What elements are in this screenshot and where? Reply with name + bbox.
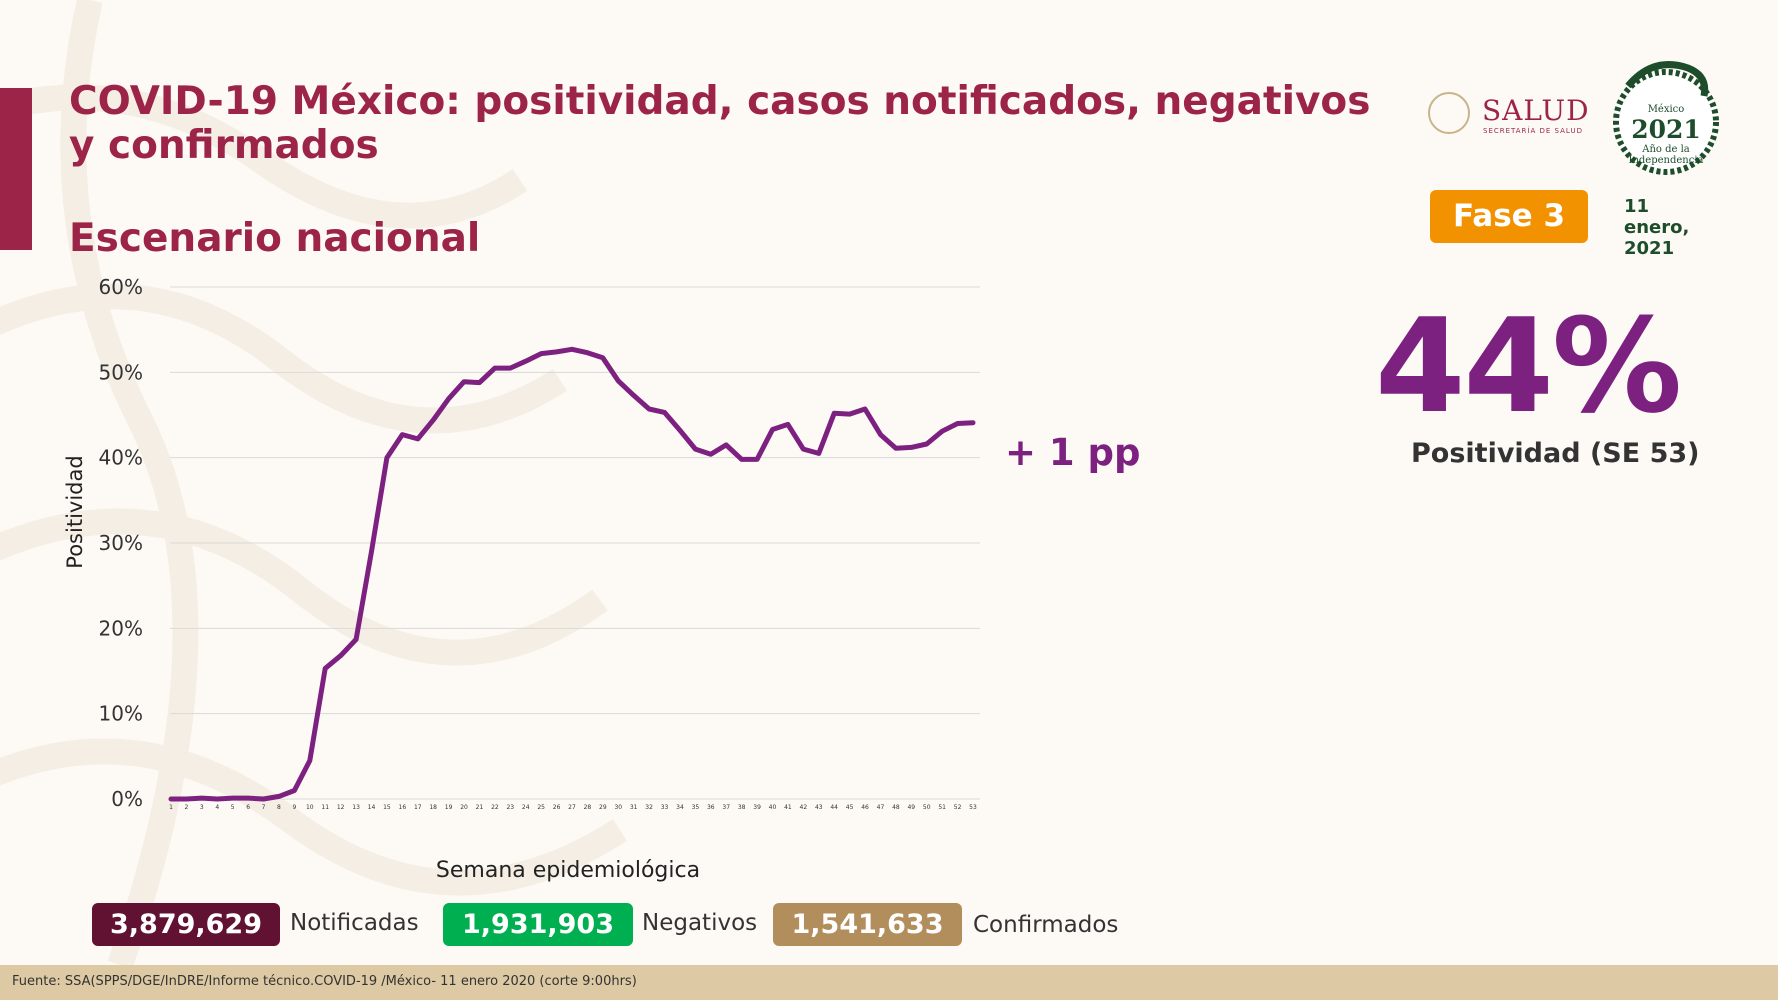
x-tick-label: 34 — [676, 804, 684, 811]
x-tick-label: 50 — [923, 804, 931, 811]
y-tick-label: 50% — [99, 360, 143, 384]
x-tick-label: 53 — [969, 804, 977, 811]
notificadas-label: Notificadas — [290, 910, 419, 936]
x-tick-label: 32 — [645, 804, 653, 811]
emblem-text: México 2021 Año de la Independencia — [1612, 104, 1720, 166]
x-tick-label: 45 — [846, 804, 854, 811]
x-tick-label: 5 — [231, 804, 235, 811]
x-tick-label: 26 — [553, 804, 561, 811]
x-tick-label: 31 — [630, 804, 638, 811]
x-tick-label: 18 — [429, 804, 437, 811]
x-tick-label: 11 — [321, 804, 329, 811]
x-tick-label: 28 — [584, 804, 592, 811]
x-tick-label: 2 — [185, 804, 189, 811]
x-tick-label: 8 — [277, 804, 281, 811]
x-tick-label: 30 — [614, 804, 622, 811]
x-tick-label: 14 — [368, 804, 376, 811]
x-tick-label: 13 — [352, 804, 360, 811]
x-tick-label: 3 — [200, 804, 204, 811]
x-tick-label: 46 — [861, 804, 869, 811]
y-tick-label: 20% — [99, 616, 143, 640]
page-subtitle: Escenario nacional — [69, 216, 481, 261]
x-tick-label: 35 — [692, 804, 700, 811]
x-tick-label: 12 — [337, 804, 345, 811]
page-title: COVID-19 México: positividad, casos noti… — [69, 79, 1371, 168]
x-tick-label: 42 — [800, 804, 808, 811]
x-tick-label: 51 — [938, 804, 946, 811]
x-tick-label: 40 — [769, 804, 777, 811]
negativos-label: Negativos — [642, 910, 758, 936]
x-tick-label: 4 — [215, 804, 219, 811]
x-tick-label: 19 — [445, 804, 453, 811]
background-pattern — [0, 0, 628, 965]
x-tick-label: 24 — [522, 804, 530, 811]
x-tick-label: 23 — [506, 804, 514, 811]
x-tick-label: 9 — [292, 804, 296, 811]
x-tick-label: 16 — [399, 804, 407, 811]
x-tick-label: 6 — [246, 804, 250, 811]
x-tick-label: 37 — [722, 804, 730, 811]
salud-seal-icon — [1428, 92, 1470, 134]
y-tick-label: 0% — [111, 787, 143, 811]
x-tick-label: 20 — [460, 804, 468, 811]
x-tick-label: 49 — [907, 804, 915, 811]
salud-logo-text: SALUD — [1482, 94, 1590, 127]
x-tick-label: 39 — [753, 804, 761, 811]
x-tick-label: 44 — [830, 804, 838, 811]
x-tick-label: 1 — [169, 804, 173, 811]
x-tick-label: 10 — [306, 804, 314, 811]
series-line-positividad — [168, 346, 976, 802]
x-tick-label: 15 — [383, 804, 391, 811]
x-axis-label: Semana epidemiológica — [436, 858, 700, 883]
mexico-2021-emblem-icon — [1613, 61, 1719, 175]
y-tick-label: 10% — [99, 702, 143, 726]
salud-logo-subtext: SECRETARÍA DE SALUD — [1483, 127, 1583, 135]
x-tick-label: 25 — [537, 804, 545, 811]
x-tick-label: 48 — [892, 804, 900, 811]
report-date: 11 enero, 2021 — [1624, 196, 1690, 259]
x-tick-label: 43 — [815, 804, 823, 811]
accent-bar — [0, 88, 32, 250]
x-tick-label: 27 — [568, 804, 576, 811]
x-tick-label: 47 — [877, 804, 885, 811]
notificadas-value: 3,879,629 — [92, 903, 280, 946]
positivity-value: 44% — [1375, 290, 1682, 442]
x-tick-label: 22 — [491, 804, 499, 811]
x-tick-label: 29 — [599, 804, 607, 811]
emblem-bottom: Año de la Independencia — [1628, 144, 1704, 166]
y-tick-label: 30% — [99, 531, 143, 555]
emblem-top: México — [1647, 104, 1685, 115]
positivity-caption: Positividad (SE 53) — [1411, 438, 1700, 469]
x-tick-label: 41 — [784, 804, 792, 811]
y-axis-label: Positividad — [63, 455, 87, 568]
footer-source: Fuente: SSA(SPPS/DGE/InDRE/Informe técni… — [12, 974, 637, 989]
x-tick-label: 33 — [661, 804, 669, 811]
negativos-value: 1,931,903 — [443, 903, 633, 946]
x-tick-label: 21 — [476, 804, 484, 811]
positivity-line-chart: 0%10%20%30%40%50%60%1 2 3 4 5 6 7 8 9 10 11 12 13 14 1… — [63, 275, 980, 883]
x-tick-label: 52 — [954, 804, 962, 811]
phase-badge: Fase 3 — [1430, 190, 1588, 243]
confirmados-value: 1,541,633 — [773, 903, 962, 946]
emblem-year: 2021 — [1631, 115, 1701, 144]
y-tick-label: 40% — [99, 446, 143, 470]
x-tick-label: 36 — [707, 804, 715, 811]
x-tick-label: 38 — [738, 804, 746, 811]
x-tick-label: 17 — [414, 804, 422, 811]
footer-bar — [0, 965, 1778, 1000]
y-tick-label: 60% — [99, 275, 143, 299]
x-tick-label: 7 — [262, 804, 266, 811]
confirmados-label: Confirmados — [973, 912, 1119, 938]
change-label: + 1 pp — [1005, 431, 1141, 474]
